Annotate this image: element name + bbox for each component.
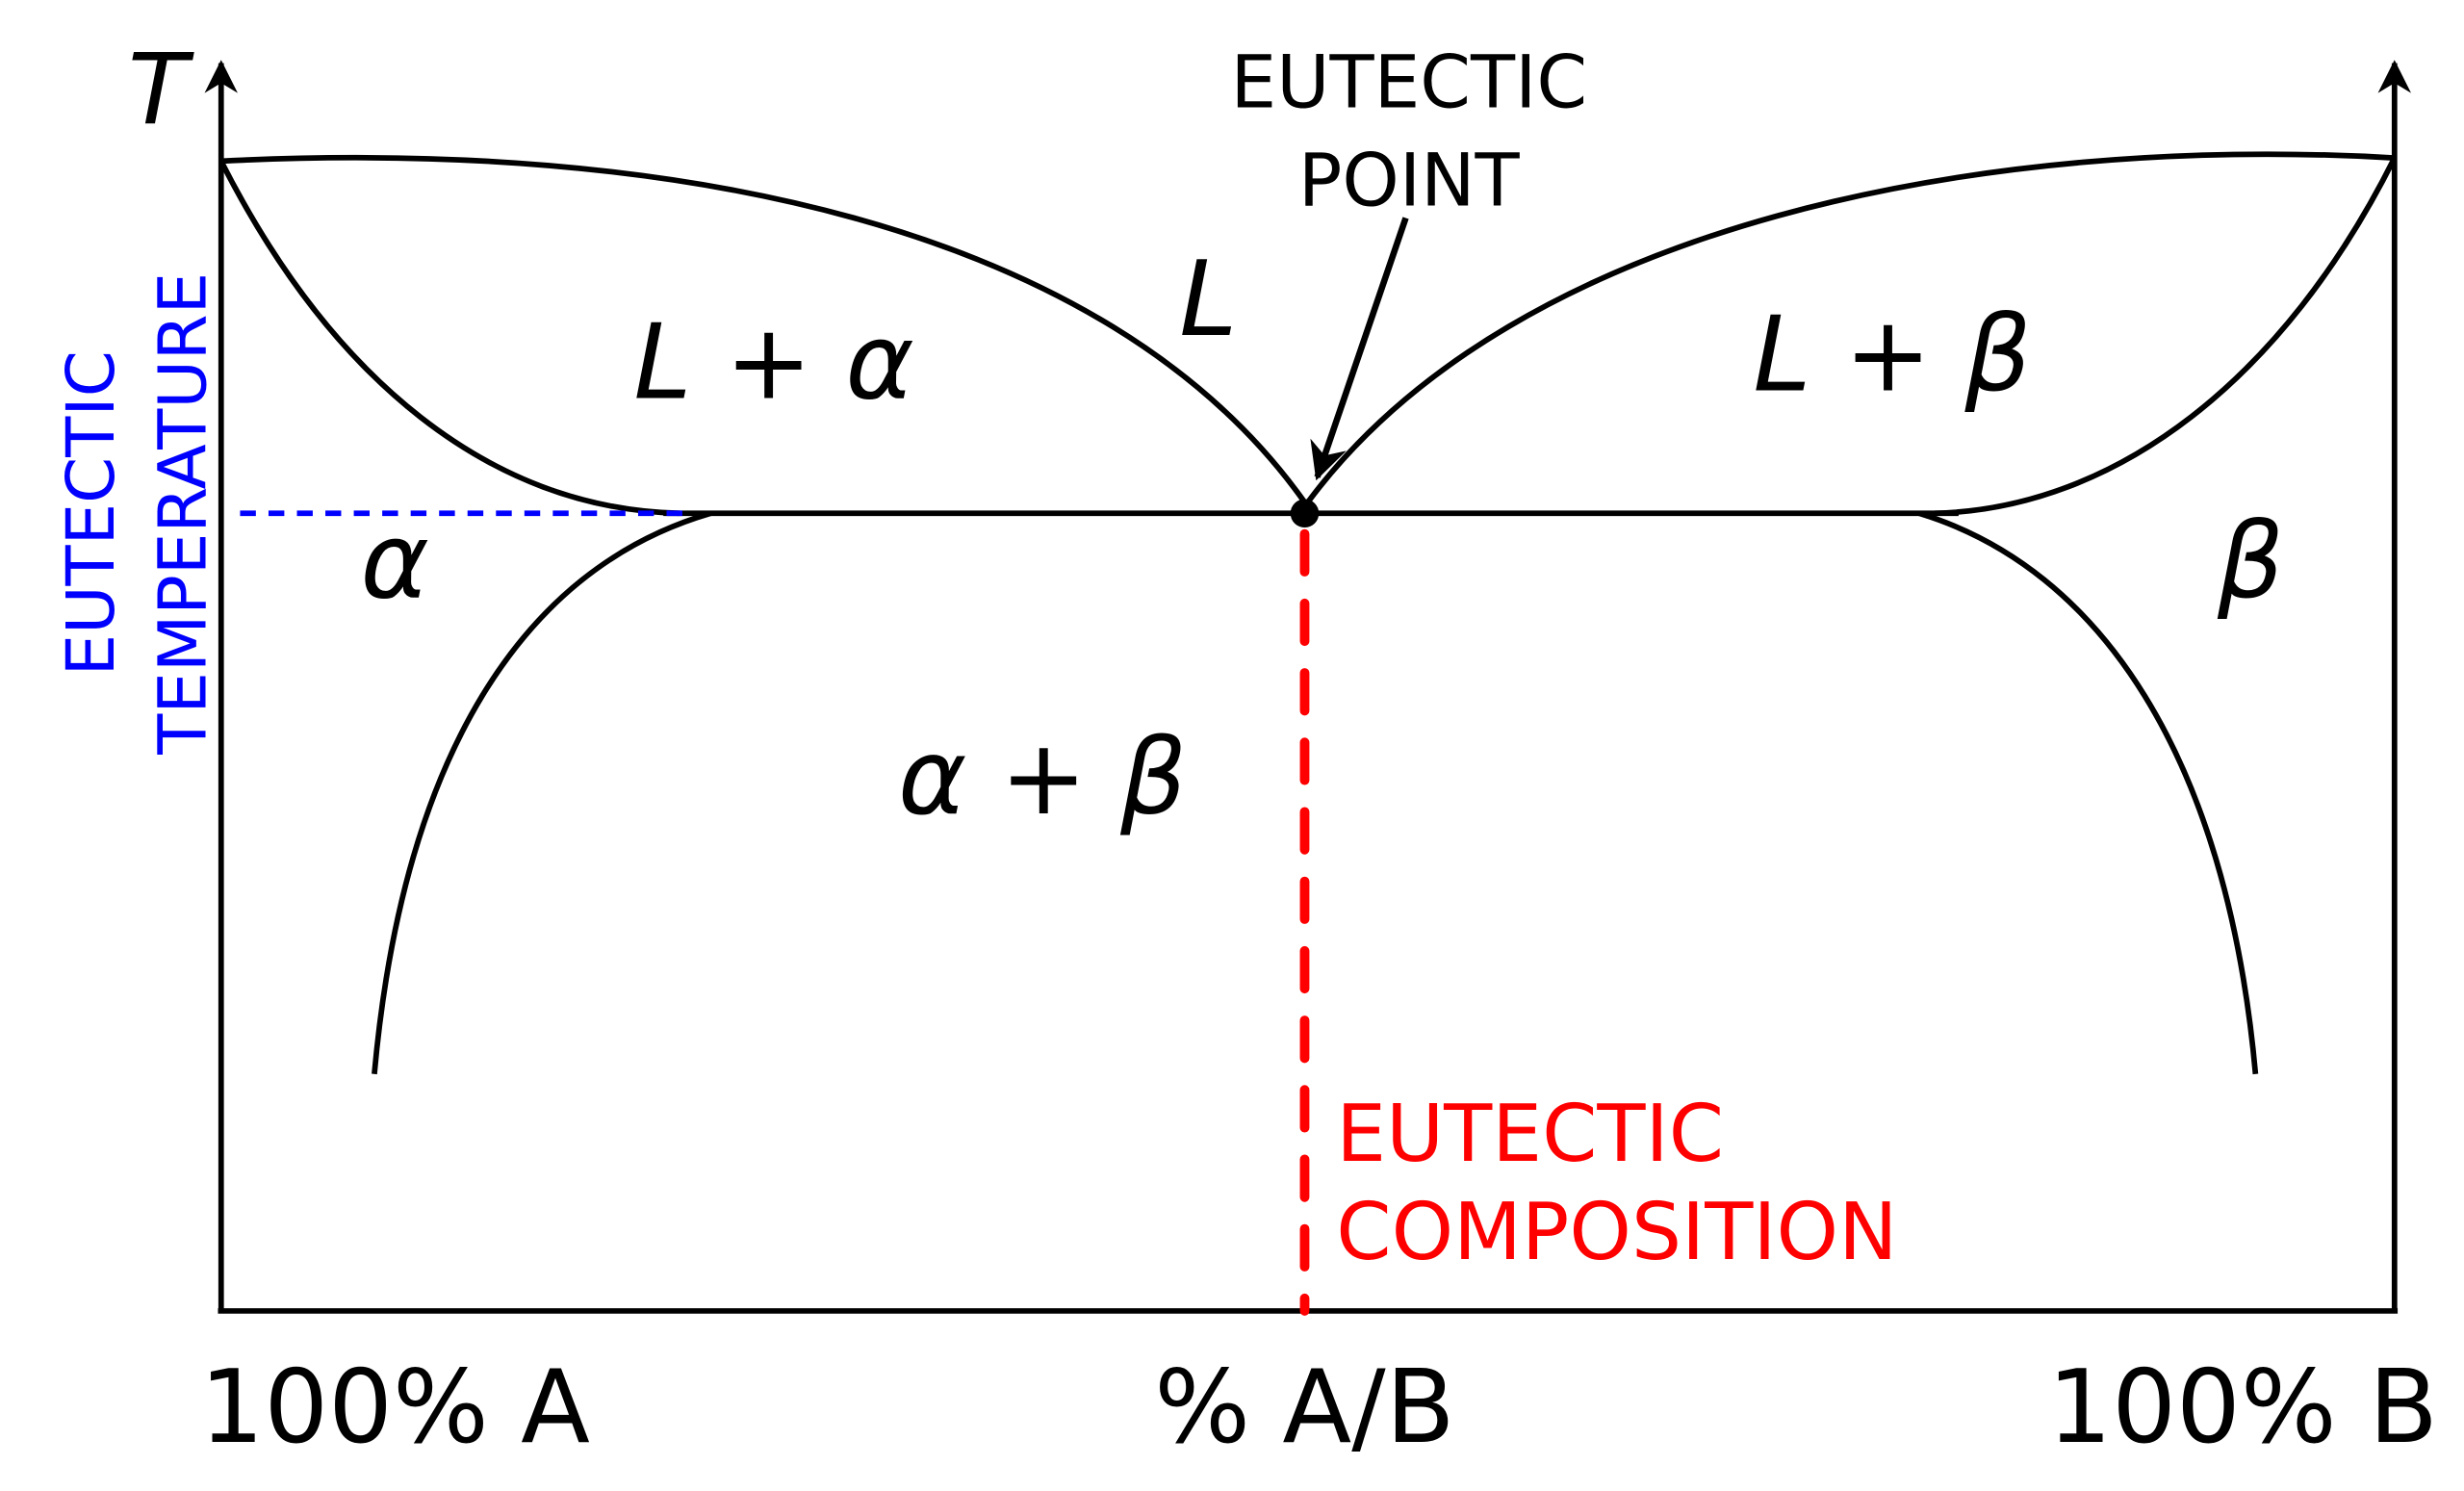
solidus-left — [218, 160, 680, 517]
region-liquid-alpha: L + α — [633, 301, 913, 424]
eutectic-temperature-label-1: EUTECTIC — [53, 350, 130, 676]
liquidus-left — [220, 154, 1307, 504]
solvus-left — [372, 510, 712, 1075]
x-center-label: % A/B — [1154, 1349, 1454, 1466]
region-liquid-beta: L + β — [1753, 293, 2031, 415]
region-liquid: L — [1179, 238, 1237, 360]
solvus-right — [1918, 510, 2259, 1075]
y-axis-label: T — [128, 33, 194, 146]
eutectic-point-label-2: POINT — [1298, 138, 1521, 222]
region-alpha-beta: α + β — [898, 716, 1187, 838]
x-right-label: 100% B — [2047, 1349, 2438, 1466]
x-left-label: 100% A — [200, 1349, 590, 1466]
eutectic-composition-label-1: EUTECTIC — [1336, 1089, 1724, 1180]
liquidus-right — [1305, 151, 2395, 504]
eutectic-temperature-label-2: TEMPERATURE — [144, 272, 221, 756]
eutectic-point-marker — [1290, 499, 1320, 528]
eutectic-point-label-1: EUTECTIC — [1231, 40, 1587, 125]
region-alpha: α — [361, 500, 429, 622]
solidus-right — [1935, 156, 2398, 517]
eutectic-point-arrow — [1310, 217, 1409, 481]
region-beta: β — [2217, 500, 2284, 622]
eutectic-composition-label-2: COMPOSITION — [1336, 1187, 1897, 1278]
